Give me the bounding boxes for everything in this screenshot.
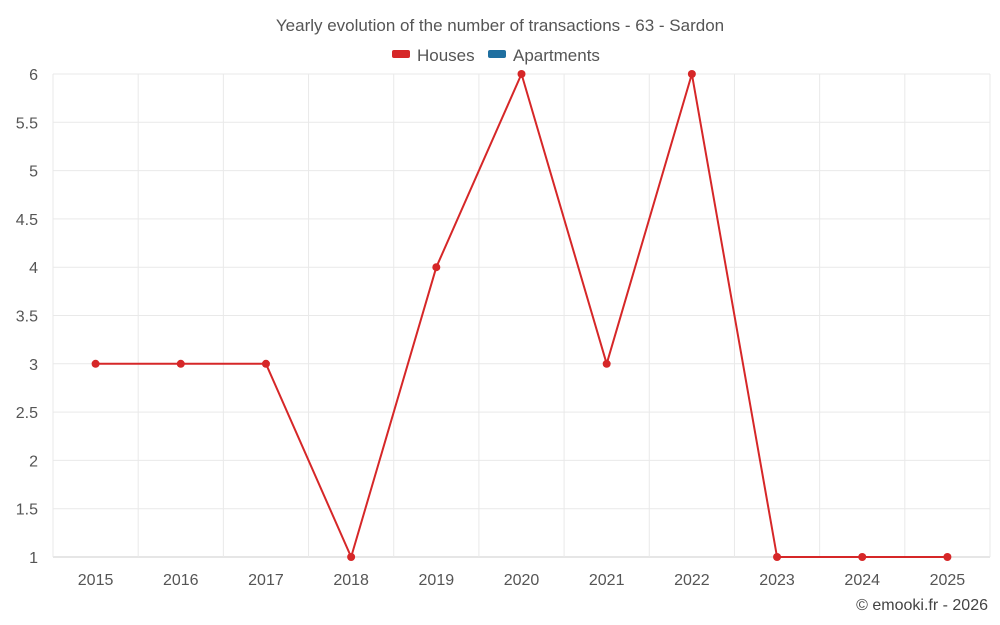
data-point-houses-2015[interactable] (91, 359, 100, 368)
chart-title: Yearly evolution of the number of transa… (276, 16, 724, 35)
legend-swatch-apartments (488, 50, 506, 58)
legend: Houses Apartments (392, 46, 600, 65)
y-tick-label: 4.5 (16, 212, 38, 229)
x-tick-label: 2025 (930, 572, 966, 589)
data-point-houses-2016[interactable] (176, 359, 185, 368)
x-tick-label: 2023 (759, 572, 795, 589)
x-tick-label: 2019 (419, 572, 455, 589)
x-tick-label: 2015 (78, 572, 114, 589)
legend-label-apartments[interactable]: Apartments (513, 46, 600, 65)
x-tick-label: 2022 (674, 572, 710, 589)
data-point-houses-2025[interactable] (943, 553, 952, 561)
x-tick-label: 2020 (504, 572, 540, 589)
y-tick-label: 2.5 (16, 405, 38, 422)
x-tick-label: 2016 (163, 572, 199, 589)
series-layer (91, 70, 952, 561)
y-tick-label: 3.5 (16, 309, 38, 326)
y-tick-label: 1 (29, 550, 38, 567)
x-tick-label: 2024 (844, 572, 880, 589)
data-point-houses-2024[interactable] (858, 553, 867, 561)
x-axis-labels: 2015 2016 2017 2018 2019 2020 2021 2022 2023 2024… (78, 572, 966, 589)
data-point-houses-2019[interactable] (432, 263, 441, 272)
y-tick-label: 2 (29, 453, 38, 470)
data-point-houses-2021[interactable] (602, 359, 611, 368)
x-tick-label: 2017 (248, 572, 284, 589)
legend-swatch-houses (392, 50, 410, 58)
data-point-houses-2017[interactable] (261, 359, 270, 368)
x-tick-label: 2021 (589, 572, 625, 589)
x-tick-label: 2018 (333, 572, 369, 589)
y-tick-label: 5.5 (16, 115, 38, 132)
grid (52, 73, 991, 558)
data-point-houses-2022[interactable] (687, 70, 696, 78)
credit-text: © emooki.fr - 2026 (856, 597, 988, 614)
y-tick-label: 6 (29, 67, 38, 84)
y-axis-labels: 1 1.5 2 2.5 3 3.5 4 4.5 5 5.5 6 (16, 67, 38, 567)
y-tick-label: 1.5 (16, 502, 38, 519)
y-tick-label: 4 (29, 260, 38, 277)
data-point-houses-2023[interactable] (773, 553, 782, 561)
y-tick-label: 5 (29, 164, 38, 181)
data-point-houses-2018[interactable] (347, 553, 356, 561)
legend-label-houses[interactable]: Houses (417, 46, 475, 65)
y-tick-label: 3 (29, 357, 38, 374)
data-point-houses-2020[interactable] (517, 70, 526, 78)
